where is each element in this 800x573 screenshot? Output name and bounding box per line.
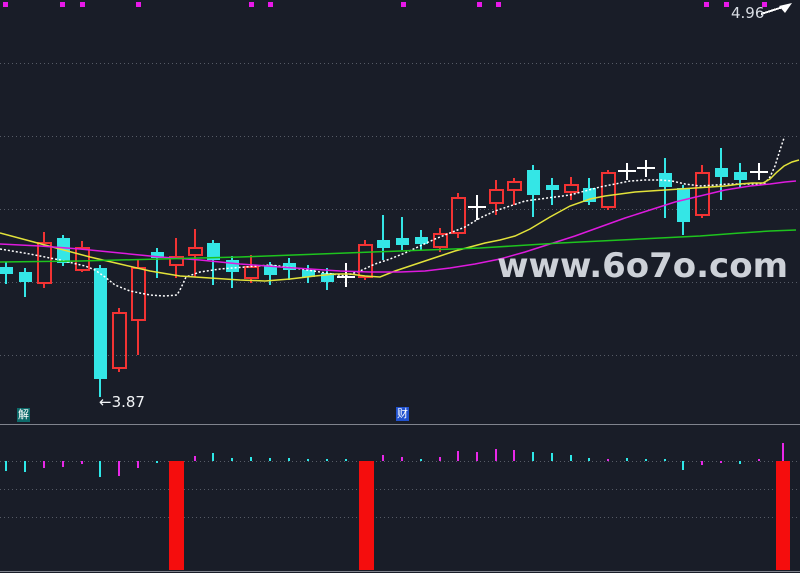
up-arrow-annotation (760, 6, 784, 15)
candle-down (546, 185, 559, 191)
candle-down (415, 236, 428, 244)
main-indicator-badge[interactable]: 解 (17, 408, 30, 422)
candle-up (564, 184, 579, 194)
up-arrow-head (779, 3, 792, 13)
ma-yellow (0, 159, 800, 282)
candle-down (677, 187, 690, 222)
candle-up (169, 256, 184, 266)
signal-dot (704, 2, 709, 7)
ma-green (0, 229, 797, 263)
candle-up (358, 244, 373, 278)
candle-down (302, 269, 315, 277)
signal-dot (268, 2, 273, 7)
candle-up (75, 246, 90, 271)
signal-bar (359, 461, 374, 570)
signal-dot (136, 2, 141, 7)
candle-down (715, 167, 728, 177)
candle-down (226, 259, 239, 273)
signal-bar (169, 461, 184, 570)
candle-up (451, 197, 466, 234)
candle-down (283, 263, 296, 270)
candle-up (37, 241, 52, 285)
candle-down (0, 267, 13, 275)
candle-down (151, 252, 164, 259)
candle-down (94, 268, 107, 379)
signal-dot (60, 2, 65, 7)
sub-indicator-badge[interactable]: 财 (396, 407, 409, 421)
candle-down (207, 242, 220, 260)
ma-white (0, 137, 785, 297)
candle-down (264, 264, 277, 275)
signal-dot (3, 2, 8, 7)
candle-up (244, 266, 259, 280)
candle-up (489, 189, 504, 205)
candle-up (112, 311, 127, 369)
candle-up (507, 180, 522, 192)
signal-dot (762, 2, 767, 7)
price-high-annotation: 4.96 (731, 4, 765, 22)
candle-down (321, 273, 334, 282)
signal-dot (496, 2, 501, 7)
signal-bar (776, 461, 790, 570)
price-low-annotation: ←3.87 (99, 393, 145, 411)
watermark: www.6o7o.com (497, 246, 788, 286)
signal-dot (724, 2, 729, 7)
candle-up (188, 246, 203, 256)
candle-up (433, 233, 448, 249)
candle-down (19, 272, 32, 282)
signal-dot (477, 2, 482, 7)
signal-dot (249, 2, 254, 7)
signal-dot (401, 2, 406, 7)
candle-up (601, 171, 616, 209)
candle-down (396, 237, 409, 246)
signal-dot (80, 2, 85, 7)
candle-down (527, 170, 540, 195)
candle-down (377, 240, 390, 248)
candle-down (734, 171, 747, 181)
